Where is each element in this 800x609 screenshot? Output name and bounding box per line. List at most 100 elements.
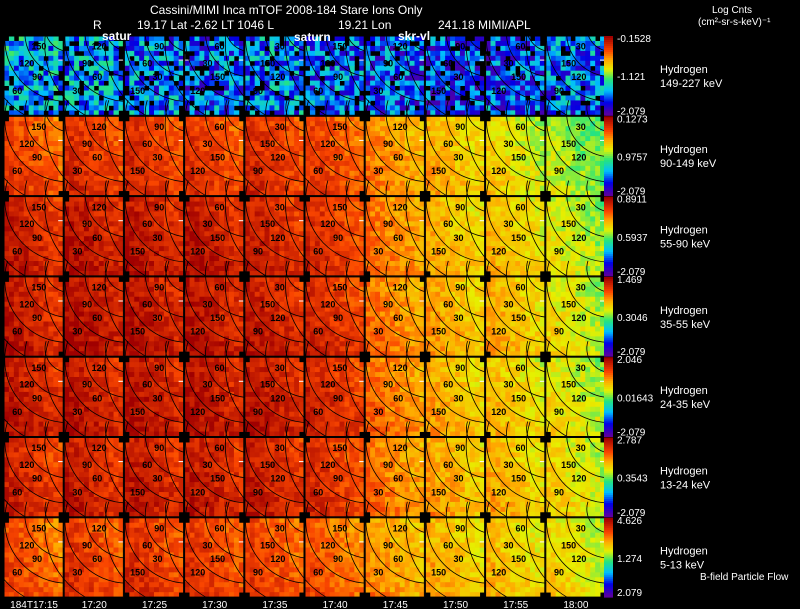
heatmap-cell	[440, 121, 446, 127]
heatmap-cell	[53, 110, 59, 116]
heatmap-cell	[435, 50, 441, 57]
heatmap-cell	[83, 90, 90, 96]
heatmap-cell	[545, 116, 552, 122]
heatmap-cell	[43, 251, 49, 257]
heatmap-cell	[184, 160, 190, 167]
heatmap-cell	[189, 180, 195, 187]
contour-label: 150	[561, 139, 576, 149]
contour-label: 30	[503, 59, 513, 69]
heatmap-cell	[43, 146, 49, 152]
heatmap-cell	[455, 80, 461, 86]
heatmap-cell	[113, 201, 119, 207]
heatmap-cell	[83, 226, 90, 232]
heatmap-cell	[399, 141, 406, 147]
heatmap-cell	[224, 180, 230, 187]
heatmap-cell	[324, 65, 331, 72]
heatmap-cell	[194, 226, 200, 232]
heatmap-cell	[118, 121, 124, 127]
heatmap-cell	[129, 180, 135, 187]
heatmap-cell	[319, 251, 326, 257]
heatmap-cell	[505, 90, 511, 96]
heatmap-cell	[173, 241, 180, 247]
panel-frame	[123, 35, 185, 116]
heatmap-cell	[219, 261, 225, 267]
heatmap-cell	[69, 231, 75, 237]
heatmap-cell	[344, 141, 350, 147]
heatmap-cell	[375, 175, 381, 182]
heatmap-cell	[525, 175, 531, 182]
heatmap-cell	[134, 126, 140, 132]
heatmap-cell	[510, 165, 516, 172]
heatmap-cell	[204, 95, 210, 101]
heatmap-cell	[129, 136, 135, 142]
heatmap-cell	[274, 185, 280, 192]
heatmap-cell	[349, 60, 355, 67]
pitch-angle-contour	[485, 100, 552, 183]
heatmap-cell	[88, 190, 95, 196]
heatmap-cell	[264, 116, 270, 122]
heatmap-cell	[445, 175, 451, 182]
heatmap-cell	[154, 126, 160, 132]
heatmap-cell	[28, 236, 34, 242]
heatmap-cell	[83, 241, 90, 247]
heatmap-cell	[344, 131, 350, 137]
heatmap-cell	[219, 136, 225, 142]
heatmap-cell	[459, 150, 466, 157]
heatmap-cell	[450, 126, 456, 132]
heatmap-cell	[560, 136, 566, 142]
heatmap-cell	[479, 165, 485, 172]
colorbar-segment	[604, 122, 613, 125]
heatmap-cell	[309, 80, 316, 86]
heatmap-cell	[189, 185, 195, 192]
heatmap-cell	[339, 221, 345, 227]
heatmap-cell	[430, 136, 436, 142]
heatmap-cell	[334, 196, 340, 202]
heatmap-cell	[124, 150, 130, 157]
heatmap-cell	[339, 136, 345, 142]
heatmap-cell	[124, 265, 130, 272]
heatmap-cell	[274, 206, 280, 212]
heatmap-cell	[4, 155, 10, 162]
heatmap-cell	[384, 105, 391, 111]
heatmap-cell	[184, 251, 190, 257]
heatmap-cell	[43, 261, 49, 267]
heatmap-cell	[98, 261, 105, 267]
heatmap-cell	[244, 90, 251, 96]
contour-label: 90	[253, 246, 263, 256]
heatmap-cell	[279, 146, 285, 152]
heatmap-cell	[259, 160, 265, 167]
heatmap-cell	[505, 105, 511, 111]
heatmap-cell	[209, 175, 215, 182]
heatmap-cell	[48, 206, 54, 212]
heatmap-cell	[580, 55, 586, 62]
heatmap-cell	[269, 246, 275, 252]
heatmap-cell	[74, 226, 80, 232]
heatmap-cell	[309, 261, 316, 267]
heatmap-cell	[580, 150, 586, 157]
heatmap-cell	[199, 231, 205, 237]
heatmap-cell	[214, 55, 220, 62]
heatmap-cell	[18, 265, 25, 272]
heatmap-cell	[108, 36, 114, 42]
heatmap-cell	[124, 251, 130, 257]
heatmap-cell	[209, 236, 215, 242]
heatmap-cell	[98, 45, 105, 52]
heatmap-cell	[440, 136, 446, 142]
heatmap-cell	[375, 116, 381, 122]
heatmap-cell	[600, 126, 606, 132]
heatmap-cell	[570, 95, 576, 101]
heatmap-cell	[284, 50, 290, 57]
heatmap-cell	[74, 180, 80, 187]
heatmap-cell	[435, 105, 441, 111]
heatmap-cell	[560, 170, 566, 177]
heatmap-cell	[139, 146, 145, 152]
heatmap-cell	[349, 160, 355, 167]
heatmap-cell	[590, 165, 596, 172]
heatmap-cell	[4, 175, 10, 182]
heatmap-cell	[204, 110, 210, 116]
heatmap-cell	[18, 160, 25, 167]
contour-label: 120	[393, 42, 408, 52]
heatmap-cell	[530, 100, 536, 106]
colorbar-segment	[604, 118, 613, 121]
heatmap-cell	[209, 190, 215, 196]
